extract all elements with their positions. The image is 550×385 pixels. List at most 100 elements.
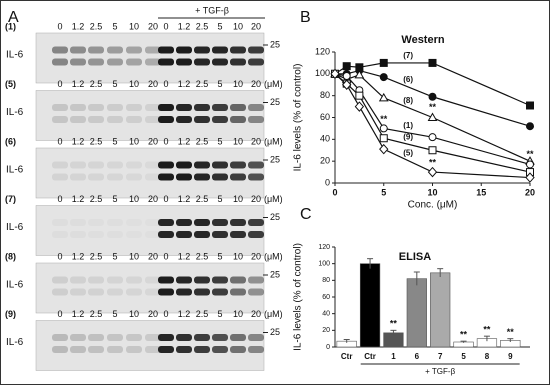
band bbox=[145, 346, 161, 353]
lane-label: 1.2 bbox=[178, 194, 191, 204]
band bbox=[88, 173, 104, 181]
band bbox=[52, 116, 68, 123]
band bbox=[212, 58, 228, 66]
lane-label: 20 bbox=[148, 309, 158, 319]
lane-label: 0 bbox=[57, 21, 62, 31]
band bbox=[176, 173, 192, 181]
lane-label: 5 bbox=[217, 251, 222, 261]
lane-label: 1.2 bbox=[178, 21, 191, 31]
band bbox=[194, 288, 210, 296]
band bbox=[145, 288, 161, 296]
band bbox=[107, 58, 123, 66]
point bbox=[427, 112, 438, 121]
band bbox=[88, 276, 104, 284]
marker-label: 25 bbox=[270, 212, 280, 222]
band bbox=[194, 346, 210, 353]
band bbox=[70, 334, 86, 341]
point bbox=[428, 92, 437, 101]
band bbox=[248, 116, 264, 123]
bar bbox=[359, 263, 381, 348]
band bbox=[230, 104, 246, 111]
band bbox=[176, 231, 192, 238]
lane-label: 0 bbox=[163, 251, 168, 261]
point bbox=[378, 92, 389, 102]
significance: ** bbox=[483, 325, 491, 335]
band bbox=[194, 276, 210, 284]
lane-label: 20 bbox=[251, 21, 261, 31]
lane-label: 20 bbox=[148, 136, 158, 146]
lane-label: 10 bbox=[129, 251, 139, 261]
band bbox=[52, 219, 68, 226]
band bbox=[158, 334, 174, 341]
lane-label: 10 bbox=[129, 194, 139, 204]
marker-label: 25 bbox=[270, 269, 280, 279]
band bbox=[194, 219, 210, 226]
lane-label: 20 bbox=[251, 136, 261, 146]
lane-label: 20 bbox=[251, 251, 261, 261]
series-label: (6) bbox=[403, 75, 413, 84]
band bbox=[145, 58, 161, 66]
lane-label: 1.2 bbox=[72, 309, 85, 319]
lane-label: 2.5 bbox=[196, 136, 209, 146]
band bbox=[248, 276, 264, 284]
marker-label: 25 bbox=[270, 97, 280, 107]
lane-label: 2.5 bbox=[196, 251, 209, 261]
marker-label: 25 bbox=[270, 39, 280, 49]
point bbox=[379, 143, 389, 155]
point bbox=[354, 69, 365, 79]
band bbox=[52, 104, 68, 111]
band bbox=[70, 173, 86, 181]
panel-label: C bbox=[300, 206, 312, 223]
band bbox=[52, 231, 68, 238]
x-tick-label: 5 bbox=[461, 352, 466, 361]
band bbox=[194, 173, 210, 181]
point bbox=[342, 79, 352, 91]
lane-label: 1.2 bbox=[178, 309, 191, 319]
lane-label: 5 bbox=[112, 309, 117, 319]
band bbox=[107, 219, 123, 226]
band bbox=[194, 116, 210, 123]
lane-label: 5 bbox=[217, 21, 222, 31]
y-tick-label: 0 bbox=[326, 344, 330, 351]
y-tick-label: 20 bbox=[322, 327, 330, 334]
point bbox=[428, 133, 437, 142]
band bbox=[126, 173, 142, 181]
band bbox=[88, 334, 104, 341]
band bbox=[88, 46, 104, 54]
band bbox=[70, 231, 86, 238]
lane-label: 0 bbox=[163, 21, 168, 31]
bar bbox=[406, 278, 427, 348]
point bbox=[428, 58, 437, 67]
band bbox=[212, 219, 228, 226]
lane-label: 0 bbox=[57, 79, 62, 89]
band bbox=[70, 58, 86, 66]
blot bbox=[35, 205, 265, 256]
band bbox=[145, 104, 161, 111]
band bbox=[212, 276, 228, 284]
protein-label: IL-6 bbox=[6, 107, 24, 118]
significance: ** bbox=[390, 319, 398, 329]
band bbox=[212, 46, 228, 54]
point bbox=[526, 101, 534, 110]
y-tick-label: 100 bbox=[318, 261, 330, 268]
band bbox=[52, 173, 68, 181]
error-bar bbox=[343, 339, 350, 343]
lane-label: 1.2 bbox=[72, 136, 85, 146]
band bbox=[212, 104, 228, 111]
band bbox=[230, 116, 246, 123]
point bbox=[526, 122, 534, 131]
x-tick-label: 9 bbox=[508, 352, 513, 361]
band bbox=[52, 334, 68, 341]
band bbox=[230, 276, 246, 284]
y-tick-label: 60 bbox=[320, 112, 330, 122]
point bbox=[379, 58, 388, 67]
group-label: + TGF-β bbox=[425, 367, 455, 376]
band bbox=[107, 288, 123, 296]
y-tick-label: 120 bbox=[318, 244, 330, 251]
lane-label: 2.5 bbox=[90, 79, 103, 89]
band bbox=[248, 161, 264, 169]
protein-label: IL-6 bbox=[6, 337, 24, 348]
protein-label: IL-6 bbox=[6, 280, 24, 291]
